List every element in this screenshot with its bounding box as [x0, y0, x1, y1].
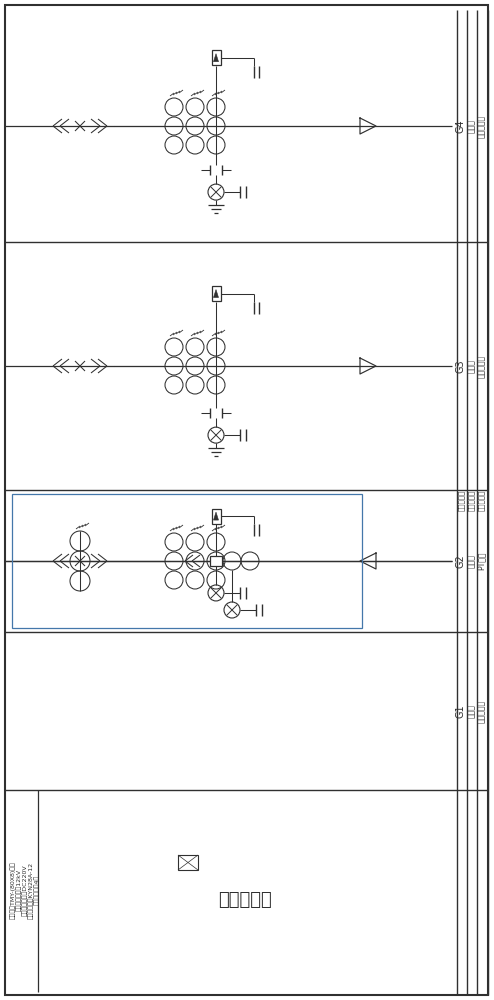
Text: G3: G3 [456, 359, 466, 373]
Text: 开关柜数量：4面: 开关柜数量：4面 [34, 875, 40, 905]
Text: 开关柜编号: 开关柜编号 [458, 489, 464, 511]
Polygon shape [213, 290, 218, 298]
Text: 二次额定电压：DC220V: 二次额定电压：DC220V [22, 864, 28, 916]
Bar [210, 556, 222, 566]
Text: 断路器手车: 断路器手车 [477, 354, 486, 378]
Polygon shape [213, 512, 218, 520]
Text: 出线柜: 出线柜 [466, 359, 476, 373]
Bar [211, 50, 220, 65]
Polygon shape [213, 54, 218, 62]
Bar [12, 494, 362, 628]
Text: 出线柜: 出线柜 [466, 119, 476, 133]
Text: PT手车: PT手车 [477, 552, 486, 570]
Text: 一次系统图: 一次系统图 [218, 891, 272, 909]
Text: 计量柜: 计量柜 [466, 554, 476, 568]
Bar [211, 286, 220, 301]
Text: G4: G4 [456, 119, 466, 133]
Text: 断路器手车: 断路器手车 [477, 114, 486, 138]
Text: 进线柜: 进线柜 [466, 704, 476, 718]
Text: 断路器手车: 断路器手车 [477, 699, 486, 723]
Text: 一次额定电压：12kV: 一次额定电压：12kV [16, 869, 22, 911]
Text: 开关柜用途: 开关柜用途 [468, 489, 474, 511]
Bar [178, 855, 198, 870]
Text: G2: G2 [456, 554, 466, 568]
Text: G1: G1 [456, 704, 466, 718]
Bar [211, 509, 220, 524]
Text: 开关柜型号：KYN28A-12: 开关柜型号：KYN28A-12 [28, 861, 34, 919]
Text: 主母线：TMY-(80X8)单排: 主母线：TMY-(80X8)单排 [10, 861, 16, 919]
Text: 开关柜类型: 开关柜类型 [478, 489, 484, 511]
